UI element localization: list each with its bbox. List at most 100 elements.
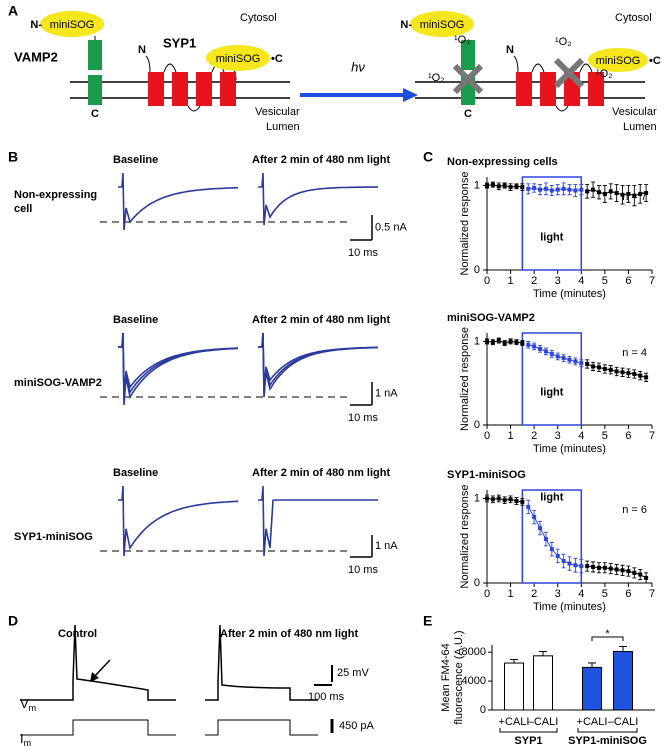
series	[585, 560, 649, 584]
axis-label: Time (minutes)	[533, 601, 606, 613]
annotation: light	[540, 231, 564, 243]
marker	[626, 371, 631, 376]
subscript: m	[24, 738, 32, 748]
marker	[490, 340, 495, 345]
label: N	[506, 44, 514, 56]
column-header: Baseline	[113, 314, 158, 326]
error-bar	[619, 645, 627, 652]
marker	[526, 186, 531, 191]
marker	[485, 183, 489, 188]
panel-label: D	[8, 613, 18, 629]
series	[526, 340, 584, 367]
marker	[502, 341, 507, 346]
syp1-tm	[148, 72, 164, 106]
marker	[608, 566, 613, 571]
marker	[585, 189, 590, 194]
x-tick-label: 4	[578, 588, 584, 600]
annotation: light	[540, 387, 564, 399]
marker	[579, 187, 584, 192]
label: N	[138, 44, 146, 56]
marker	[520, 499, 525, 504]
marker	[555, 553, 560, 558]
series	[585, 359, 649, 382]
label: ¹O₂	[555, 36, 572, 48]
axis-label: Normalized response	[459, 172, 471, 276]
y-tick-label: 0	[474, 577, 480, 589]
marker	[490, 182, 495, 187]
x-tick-label: 5	[602, 430, 608, 442]
scale-label: 10 ms	[348, 564, 378, 576]
marker	[620, 568, 625, 573]
bar	[613, 651, 633, 711]
marker	[526, 342, 531, 347]
label: Vesicular	[612, 106, 657, 118]
axis-label: fluorescence (A.U.)	[453, 630, 465, 724]
marker	[632, 570, 637, 575]
marker	[567, 357, 572, 362]
marker	[585, 564, 590, 569]
marker	[543, 186, 548, 191]
label: miniSOG	[420, 19, 465, 31]
damage-mark	[452, 63, 484, 95]
annotation: light	[540, 491, 564, 503]
column-header: After 2 min of 480 nm light	[252, 314, 390, 326]
series	[485, 337, 525, 346]
marker	[532, 344, 537, 349]
bar	[504, 662, 524, 711]
x-tick-label: 0	[484, 588, 490, 600]
marker	[502, 498, 507, 503]
marker	[620, 192, 625, 197]
symbol: I	[20, 731, 24, 746]
y-tick-label: 0	[474, 264, 480, 276]
marker	[638, 373, 643, 378]
marker	[591, 364, 596, 369]
marker	[520, 185, 525, 190]
x-tick-label: 7	[649, 430, 655, 442]
x-tick-label: 3	[555, 588, 561, 600]
label: After 2 min of 480 nm light	[220, 628, 358, 640]
label: 25 mV	[337, 667, 369, 679]
group-label: SYP1-miniSOG	[568, 735, 647, 747]
marker	[638, 191, 643, 196]
subscript: m	[29, 703, 37, 713]
damage-mark	[553, 57, 585, 89]
trace	[258, 332, 379, 389]
group-bracket	[499, 728, 558, 733]
marker	[632, 193, 637, 198]
bar	[582, 666, 602, 711]
series	[485, 181, 525, 191]
marker	[508, 185, 513, 190]
diagram-after: N- miniSOG C N miniSOG •C ¹O₂ ¹O₂ ¹O₂ ¹O…	[400, 11, 661, 133]
loops	[145, 55, 237, 112]
series	[585, 181, 649, 207]
syp1-tm	[172, 72, 188, 106]
marker	[644, 575, 649, 580]
trace	[118, 332, 239, 401]
marker	[514, 498, 519, 503]
arrow-head	[90, 672, 99, 682]
marker	[508, 339, 513, 344]
scale-label: 0.5 nA	[375, 221, 407, 233]
label: Vm	[20, 696, 36, 713]
marker	[591, 187, 596, 192]
y-tick-label: 1	[474, 335, 480, 347]
marker	[602, 191, 607, 196]
label: SYP1	[163, 35, 196, 50]
x-tick-label: 1	[508, 275, 514, 287]
marker	[526, 504, 531, 509]
trace	[20, 624, 176, 701]
group-bracket	[577, 728, 638, 733]
column-header: After 2 min of 480 nm light	[252, 467, 390, 479]
line	[527, 506, 582, 567]
marker	[573, 188, 578, 193]
x-tick-label: 6	[625, 588, 631, 600]
marker	[596, 365, 601, 370]
label: Lumen	[266, 121, 300, 133]
chart-title: miniSOG-VAMP2	[447, 312, 535, 324]
scale-label: 10 ms	[348, 247, 378, 259]
marker	[555, 354, 560, 359]
marker	[626, 569, 631, 574]
column-header: After 2 min of 480 nm light	[252, 154, 390, 166]
axis-label: Normalized response	[459, 327, 471, 431]
chart-title: SYP1-miniSOG	[447, 469, 526, 481]
